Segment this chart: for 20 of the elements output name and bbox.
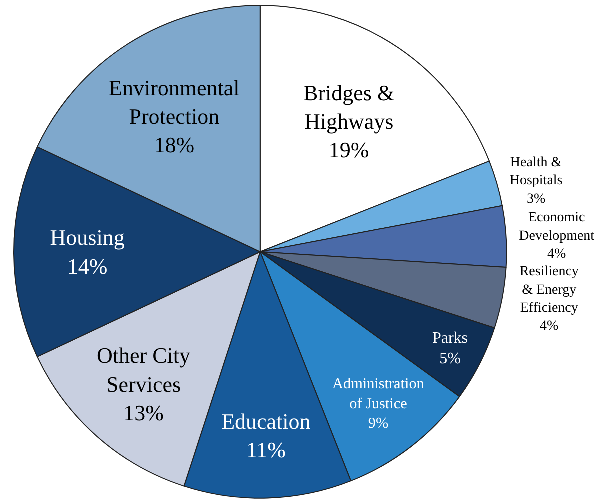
data-label: 4% bbox=[540, 319, 560, 334]
data-label: 9% bbox=[368, 415, 389, 432]
slice-label: Parks bbox=[432, 330, 468, 347]
data-label: 5% bbox=[440, 350, 461, 368]
slice-label: Bridges & Highways bbox=[304, 80, 395, 134]
slice-label: Housing bbox=[50, 225, 125, 250]
slice-label: Administration of Justice bbox=[332, 376, 425, 412]
slice-label: Health & Hospitals bbox=[510, 156, 563, 189]
data-label: 4% bbox=[548, 247, 567, 262]
slice-label: Education bbox=[222, 409, 311, 434]
data-label: 13% bbox=[124, 400, 164, 426]
slice-label: Other City Services bbox=[97, 343, 191, 397]
slice-label: Economic Development bbox=[519, 210, 595, 244]
data-label: 14% bbox=[67, 254, 108, 279]
slice-label: Environmental Protection bbox=[109, 75, 240, 130]
data-label: 19% bbox=[328, 138, 370, 163]
data-label: 11% bbox=[246, 438, 286, 463]
slice-label: Resiliency & Energy Efficiency bbox=[520, 264, 579, 316]
data-label: 3% bbox=[526, 192, 546, 207]
data-label: 18% bbox=[154, 132, 195, 158]
